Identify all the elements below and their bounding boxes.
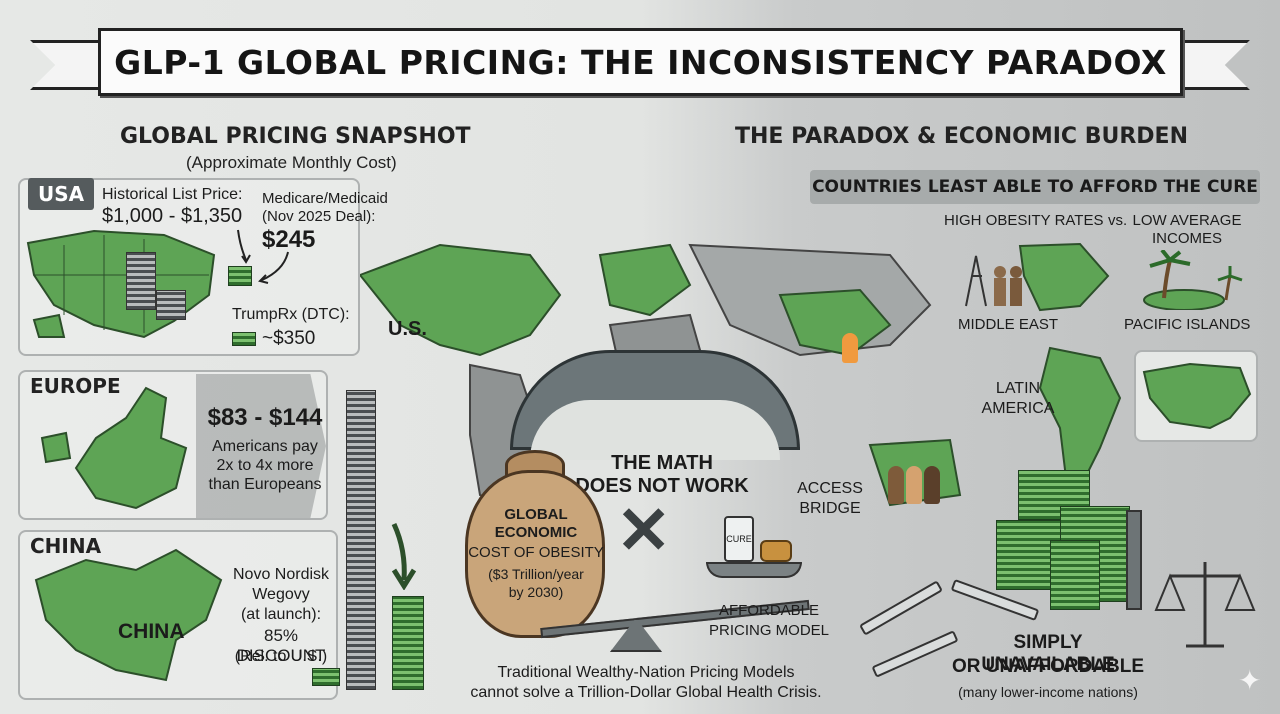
- footer-line-2: cannot solve a Trillion-Dollar Global He…: [470, 684, 822, 701]
- page-title: GLP-1 GLOBAL PRICING: THE INCONSISTENCY …: [98, 28, 1183, 96]
- arrow-icon: [237, 229, 289, 284]
- high-obesity-label: HIGH OBESITY RATES: [944, 212, 1104, 229]
- person-icon: [842, 333, 858, 363]
- china-line-3: (at launch):: [240, 606, 322, 623]
- usa-medicare-label-2: (Nov 2025 Deal):: [262, 208, 376, 225]
- math-line-2: DOES NOT WORK: [575, 475, 749, 497]
- europe-tag: EUROPE: [30, 374, 121, 398]
- scale-tray: [706, 562, 802, 578]
- europe-shape: [598, 243, 692, 317]
- china-map-label: CHINA: [118, 620, 185, 643]
- people-icon: [924, 466, 940, 504]
- us-map-label: U.S.: [388, 318, 427, 340]
- bridge-arch: [530, 400, 780, 460]
- europe-map-icon: [40, 386, 188, 510]
- usa-medicare-label-1: Medicare/Medicaid: [262, 190, 388, 207]
- unavailable-line-1: SIMPLY UNAVAILABLE: [981, 632, 1115, 675]
- x-mark-icon: ✕: [616, 493, 672, 567]
- china-line-5: (Rel. to U.S.): [234, 648, 328, 665]
- bag-line-4: ($3 Trillion/year: [488, 566, 584, 582]
- bag-line-1: GLOBAL: [504, 506, 568, 523]
- unavailable-line-3: (many lower-income nations): [958, 684, 1138, 700]
- signpost-icon: [1126, 510, 1142, 610]
- oil-rig-icon: [965, 255, 987, 307]
- usa-trumprx-value: ~$350: [262, 328, 316, 349]
- pricing-snapshot-subheading: (Approximate Monthly Cost): [186, 153, 397, 172]
- tall-money-stack-icon: [346, 390, 376, 690]
- money-stack-icon: [126, 252, 156, 310]
- usa-map-icon: [26, 229, 216, 339]
- middle-east-map-icon: [965, 242, 1110, 312]
- middle-east-label: MIDDLE EAST: [958, 316, 1059, 333]
- money-stack-icon: [156, 290, 186, 320]
- usa-tag: USA: [28, 178, 95, 210]
- europe-price: $83 - $144: [207, 404, 323, 431]
- money-bag-icon: [465, 470, 605, 638]
- cash-stack-icon: [392, 596, 424, 690]
- unavailable-line-2: OR UNAFFORDABLE: [951, 656, 1145, 677]
- latin-line-2: AMERICA: [981, 400, 1055, 417]
- bag-line-3: COST OF OBESITY: [468, 544, 604, 561]
- europe-note-1: Americans pay: [212, 438, 318, 455]
- usa-historical-label: Historical List Price:: [102, 186, 243, 203]
- europe-note-2: 2x to 4x more: [216, 457, 314, 474]
- coins-icon: [760, 540, 792, 562]
- china-shape: [778, 288, 892, 357]
- pacific-islands-label: PACIFIC ISLANDS: [1124, 316, 1251, 333]
- sparkle-icon: ✦: [1238, 665, 1262, 696]
- cash-stack-icon: [1050, 540, 1100, 610]
- cash-stack-icon: [312, 668, 340, 686]
- usa-medicare-value: $245: [262, 226, 316, 253]
- china-tag: CHINA: [30, 534, 102, 558]
- china-line-1: Novo Nordisk: [232, 566, 330, 583]
- syringe-icon: [859, 580, 943, 636]
- people-icon: [888, 466, 904, 504]
- cash-stack-icon: [232, 332, 256, 346]
- usa-historical-value: $1,000 - $1,350: [102, 205, 243, 227]
- europe-note-3: than Europeans: [208, 476, 322, 493]
- access-line-1: ACCESS: [797, 480, 863, 497]
- footer-line-1: Traditional Wealthy-Nation Pricing Model…: [497, 664, 795, 681]
- vs-label: vs.: [1108, 212, 1128, 229]
- cash-stack-icon: [228, 266, 252, 286]
- justice-scale-icon: [1154, 562, 1256, 648]
- access-line-2: BRIDGE: [799, 500, 861, 517]
- china-line-4: 85% DISCOUNT: [236, 626, 326, 665]
- bag-line-5: by 2030): [508, 584, 564, 600]
- affordable-line-2: PRICING MODEL: [708, 622, 829, 639]
- low-income-line-1: LOW AVERAGE: [1132, 212, 1242, 229]
- latin-line-1: LATIN: [995, 380, 1041, 397]
- arrow-icon: [391, 522, 417, 590]
- syringe-icon: [871, 630, 959, 678]
- palm-tree-icon: [1143, 250, 1243, 310]
- usa-inset-map-icon: [1142, 362, 1252, 430]
- math-line-1: THE MATH: [611, 452, 713, 474]
- usa-trumprx-label: TrumpRx (DTC):: [232, 306, 350, 323]
- north-america-shape: [358, 243, 562, 357]
- low-income-line-2: INCOMES: [1151, 230, 1222, 247]
- bag-line-2: ECONOMIC: [494, 524, 578, 541]
- cure-vial-icon: CURE: [724, 516, 754, 562]
- china-map-icon: [34, 548, 223, 682]
- people-icon: [906, 466, 922, 504]
- affordable-line-1: AFFORDABLE: [718, 602, 820, 619]
- china-line-2: Wegovy: [252, 586, 310, 603]
- pricing-snapshot-heading: GLOBAL PRICING SNAPSHOT: [120, 124, 471, 149]
- europe-arrow-box: [196, 374, 326, 518]
- paradox-heading: THE PARADOX & ECONOMIC BURDEN: [735, 124, 1188, 149]
- least-able-bar: COUNTRIES LEAST ABLE TO AFFORD THE CURE: [810, 170, 1260, 204]
